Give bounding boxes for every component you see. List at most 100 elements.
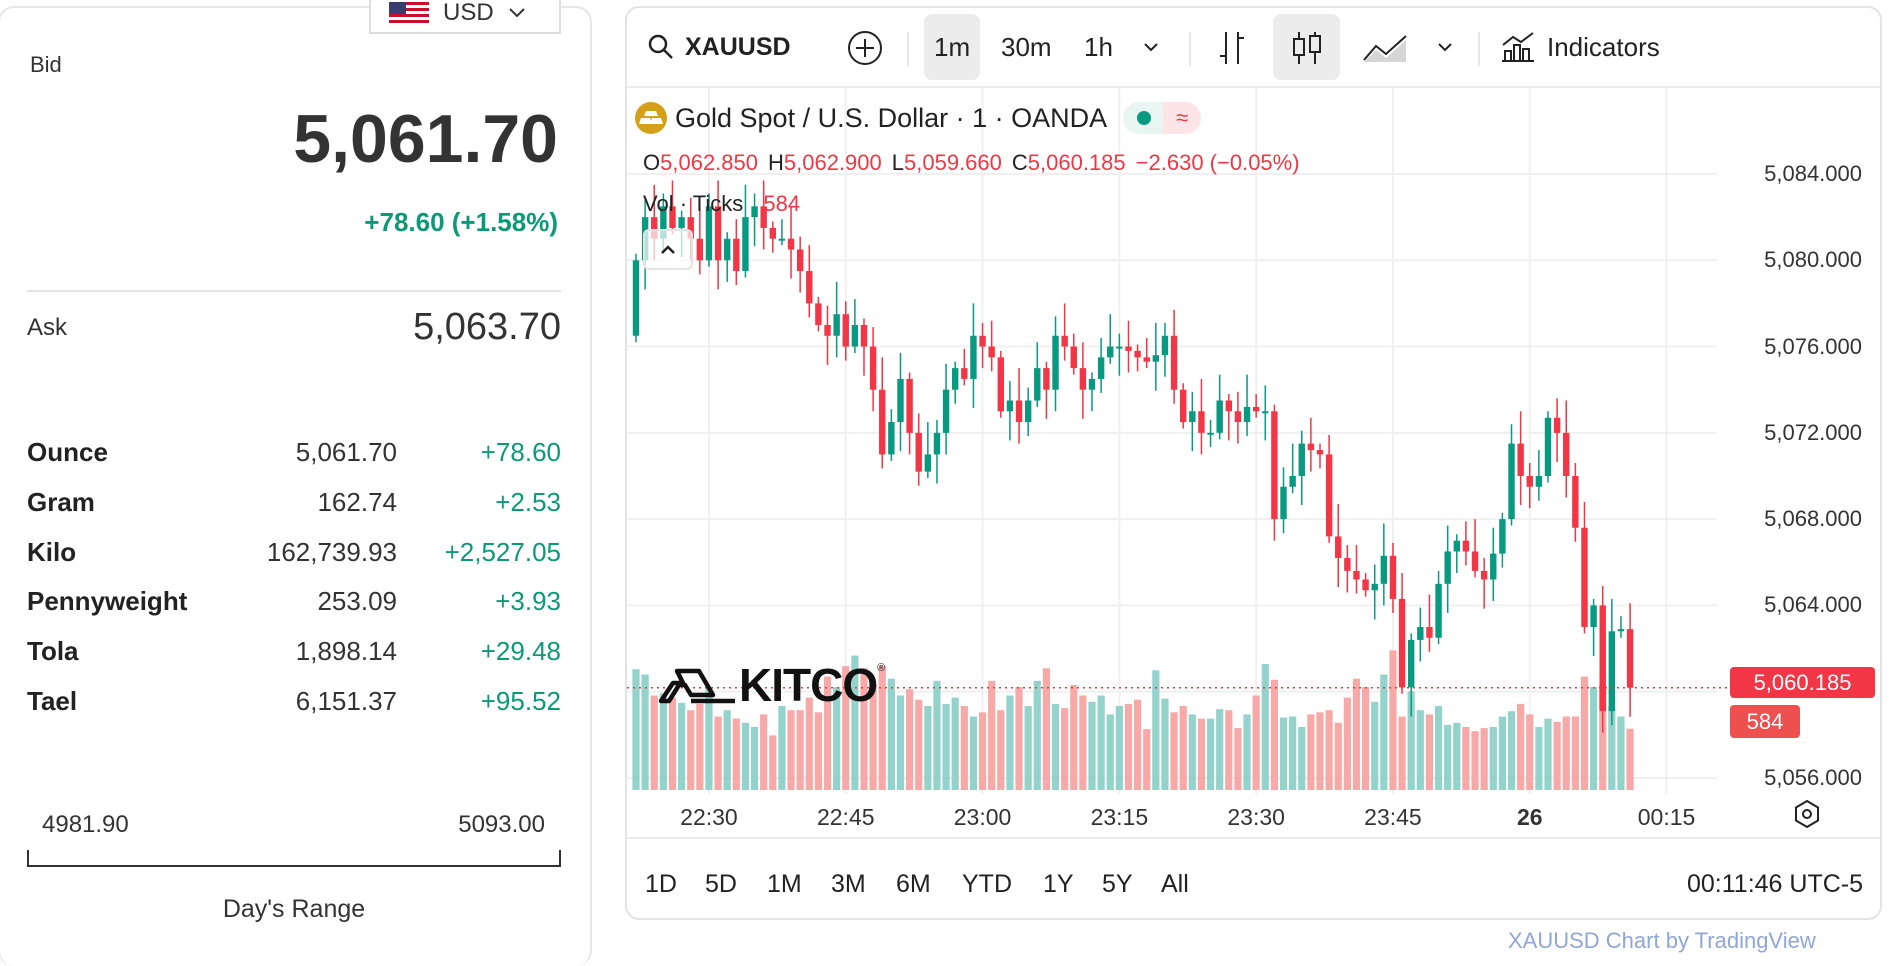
chart-settings-icon[interactable] [1793, 799, 1821, 829]
unit-price: 5,061.70 [295, 437, 397, 467]
range-1y[interactable]: 1Y [1043, 870, 1074, 898]
candle-body [1417, 626, 1424, 640]
volume-bar [1352, 678, 1361, 790]
attribution-link[interactable]: XAUUSD Chart by TradingView [1508, 928, 1816, 953]
volume-bar [851, 655, 859, 790]
time-axis-label: 23:00 [953, 804, 1012, 830]
day-range-bar [27, 865, 561, 867]
volume-bar [1289, 716, 1297, 790]
separator [1189, 32, 1191, 66]
volume-bar [732, 718, 740, 790]
volume-bar [1061, 708, 1069, 790]
unit-price: 6,151.37 [295, 686, 397, 716]
candle-body [1280, 486, 1287, 520]
candle-body [1061, 335, 1068, 347]
area-chart-type-icon[interactable] [1362, 32, 1408, 64]
currency-dropdown[interactable]: USD [369, 0, 561, 34]
candle-body [1070, 346, 1077, 369]
unit-price: 1,898.14 [295, 636, 397, 667]
candle-body [1252, 406, 1260, 412]
candle-body [1024, 400, 1032, 423]
candle-body [1599, 605, 1606, 712]
candle-body [970, 335, 977, 379]
volume-bar [1471, 731, 1479, 790]
range-5y[interactable]: 5Y [1102, 870, 1133, 898]
range-6m[interactable]: 6M [896, 870, 931, 898]
symbol-search-button[interactable]: XAUUSD [647, 8, 791, 86]
price-chart[interactable] [627, 88, 1882, 813]
volume-bar [915, 699, 923, 790]
unit-row-tael: Tael 6,151.37 +95.52 [27, 686, 561, 720]
low-value: 5,059.660 [904, 150, 1002, 175]
volume-bar [1243, 714, 1251, 790]
volume-bar [1580, 676, 1589, 790]
candles-chart-type-icon[interactable] [1290, 30, 1324, 66]
volume-bar [951, 697, 959, 790]
volume-bar [860, 668, 868, 790]
volume-bar [1562, 716, 1570, 790]
candle-body [1161, 335, 1169, 356]
volume-bar [1371, 701, 1379, 790]
market-status-pill[interactable]: ≈ [1123, 102, 1202, 134]
volume-bar [1389, 650, 1397, 790]
volume-bar [1024, 706, 1032, 790]
chevron-down-icon[interactable] [1143, 42, 1159, 52]
candle-body [1180, 389, 1187, 423]
interval-1h[interactable]: 1h [1084, 31, 1113, 62]
time-axis-label: 00:15 [1637, 804, 1696, 830]
volume-bar [1334, 722, 1342, 790]
unit-row-kilo: Kilo 162,739.93 +2,527.05 [27, 537, 561, 571]
volume-bar [1206, 718, 1215, 790]
interval-1m[interactable]: 1m [934, 31, 971, 62]
range-all[interactable]: All [1161, 870, 1189, 898]
volume-bar [805, 697, 813, 790]
unit-change: +29.48 [480, 636, 561, 667]
price-panel [0, 6, 592, 966]
volume-label: Vol · Ticks [643, 191, 744, 216]
open-value: 5,062.850 [660, 150, 758, 175]
candle-body [1353, 570, 1360, 580]
separator [907, 32, 909, 66]
collapse-legend-button[interactable] [643, 229, 693, 270]
candle-body [1216, 400, 1223, 433]
candle-body [1480, 570, 1488, 580]
volume-bar [1088, 701, 1096, 790]
compare-add-icon[interactable] [847, 30, 883, 66]
candle-body [833, 314, 840, 336]
bid-label: Bid [30, 52, 62, 77]
bar-chart-type-icon[interactable] [1217, 30, 1247, 66]
range-1m[interactable]: 1M [767, 870, 802, 898]
candle-body [1170, 335, 1178, 390]
chevron-down-icon[interactable] [1437, 42, 1453, 52]
time-axis-label: 23:45 [1364, 804, 1422, 830]
candle-body [1544, 417, 1552, 476]
bid-change: +78.60 (+1.58%) [364, 207, 558, 237]
close-label: C [1011, 150, 1028, 175]
candle-body [924, 454, 932, 472]
candle-body [1125, 346, 1132, 351]
interval-30m[interactable]: 30m [1001, 31, 1052, 62]
unit-label: Tael [27, 686, 78, 716]
volume-bar [969, 716, 978, 790]
unit-row-gram: Gram 162.74 +2.53 [27, 487, 561, 521]
candle-body [942, 389, 950, 433]
candle-body [1134, 350, 1141, 358]
candle-body [1262, 411, 1269, 414]
volume-bar [769, 735, 777, 790]
gold-symbol-icon [635, 102, 667, 134]
candle-body [796, 249, 804, 272]
range-5d[interactable]: 5D [705, 870, 737, 898]
candle-body [1116, 346, 1123, 349]
indicators-button[interactable]: Indicators [1499, 8, 1660, 86]
separator [1478, 32, 1480, 66]
candle-body [1362, 579, 1369, 591]
range-3m[interactable]: 3M [831, 870, 866, 898]
range-1d[interactable]: 1D [645, 870, 677, 898]
volume-bar [705, 687, 713, 790]
last-price-label: 5,060.185 [1730, 667, 1875, 698]
range-ytd[interactable]: YTD [962, 870, 1012, 898]
ask-price: 5,063.70 [413, 306, 561, 348]
candle-body [1316, 450, 1324, 455]
candle-body [1408, 639, 1415, 688]
volume-legend: Vol · Ticks 584 [643, 191, 800, 217]
